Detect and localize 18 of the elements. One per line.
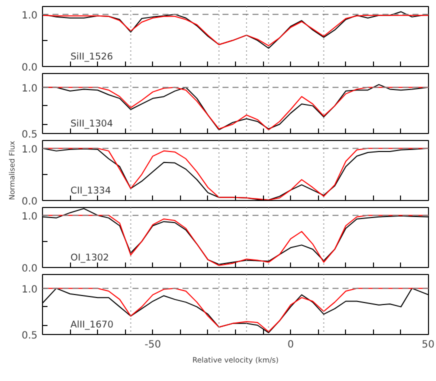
annotation: SiII_1526 xyxy=(70,52,113,62)
annotation: CII_1334 xyxy=(70,186,111,196)
x-tick-label: -50 xyxy=(144,340,161,350)
y-tick-label: 1.0 xyxy=(22,83,38,94)
annotation: SiII_1304 xyxy=(70,118,113,130)
y-tick-label: 0.0 xyxy=(22,264,38,274)
annotation: AlII_1670 xyxy=(70,320,114,330)
y-tick-label: 0.0 xyxy=(22,62,38,74)
y-tick-label: 1.0 xyxy=(22,10,38,22)
y-tick-label: 1.0 xyxy=(22,284,38,296)
x-tick-label: 50 xyxy=(422,340,435,350)
y-tick-label: 0.5 xyxy=(22,330,38,342)
y-tick-label: 0.0 xyxy=(22,196,38,208)
y-tick-label: 1.0 xyxy=(22,144,38,156)
y-tick-label: 1.0 xyxy=(22,211,38,222)
y-tick-label: 0.5 xyxy=(22,130,38,140)
annotation: OI_1302 xyxy=(70,252,109,264)
x-tick-label: 0 xyxy=(287,340,294,350)
